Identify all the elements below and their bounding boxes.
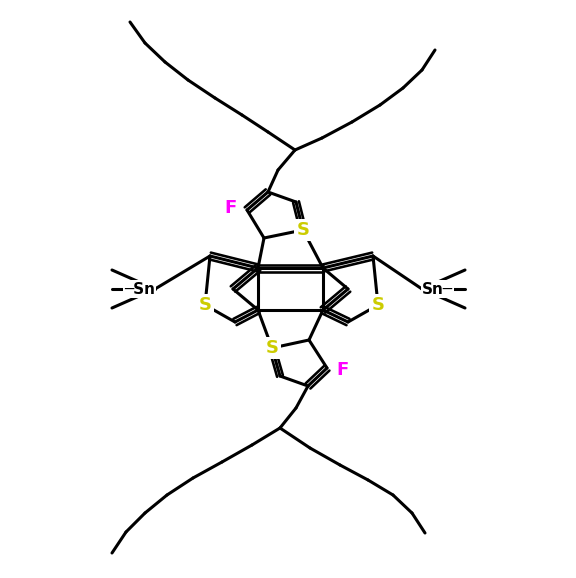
Text: S: S — [372, 296, 385, 314]
Text: F: F — [337, 361, 349, 379]
Text: S: S — [266, 339, 279, 357]
Text: F: F — [225, 199, 237, 217]
Text: ─Sn: ─Sn — [124, 281, 155, 297]
Text: S: S — [297, 221, 309, 239]
Text: Sn─: Sn─ — [422, 281, 453, 297]
Text: S: S — [199, 296, 211, 314]
